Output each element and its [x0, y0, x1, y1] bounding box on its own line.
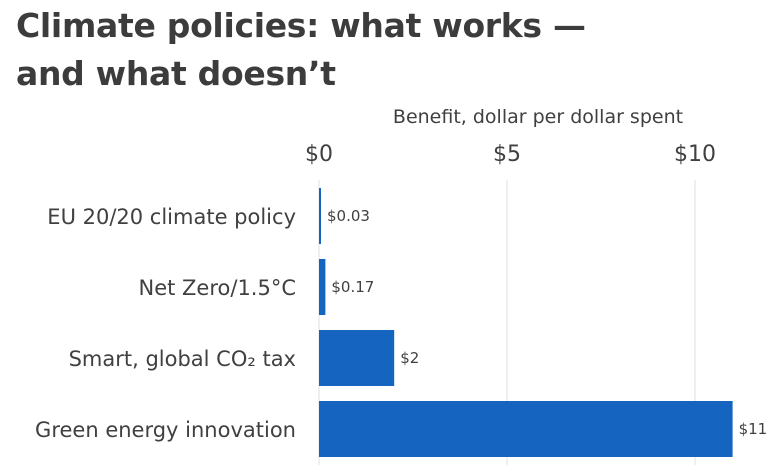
bar	[319, 401, 733, 457]
title-line-2: and what doesn’t	[16, 54, 336, 93]
chart-title: Climate policies: what works — and what …	[16, 2, 756, 98]
category-labels: EU 20/20 climate policy Net Zero/1.5°C Sma…	[35, 205, 296, 442]
value-label: $0.17	[331, 278, 374, 296]
bar	[319, 188, 321, 244]
bar	[319, 259, 326, 315]
category-label: Net Zero/1.5°C	[139, 276, 297, 300]
category-label: Green energy innovation	[35, 418, 296, 442]
category-label: Smart, global CO₂ tax	[69, 347, 296, 371]
bar	[319, 330, 395, 386]
x-tick-label: $5	[493, 142, 521, 167]
value-label: $0.03	[327, 207, 370, 225]
value-labels: $0.03 $0.17 $2 $11	[327, 207, 767, 438]
category-label: EU 20/20 climate policy	[47, 205, 296, 229]
x-tick-label: $10	[674, 142, 716, 167]
bars	[319, 188, 733, 457]
x-axis-label: Benefit, dollar per dollar spent	[393, 106, 683, 128]
value-label: $11	[739, 420, 768, 438]
title-line-1: Climate policies: what works —	[16, 6, 586, 45]
x-tick-labels: $0 $5 $10	[305, 142, 716, 167]
value-label: $2	[400, 349, 419, 367]
x-tick-label: $0	[305, 142, 333, 167]
